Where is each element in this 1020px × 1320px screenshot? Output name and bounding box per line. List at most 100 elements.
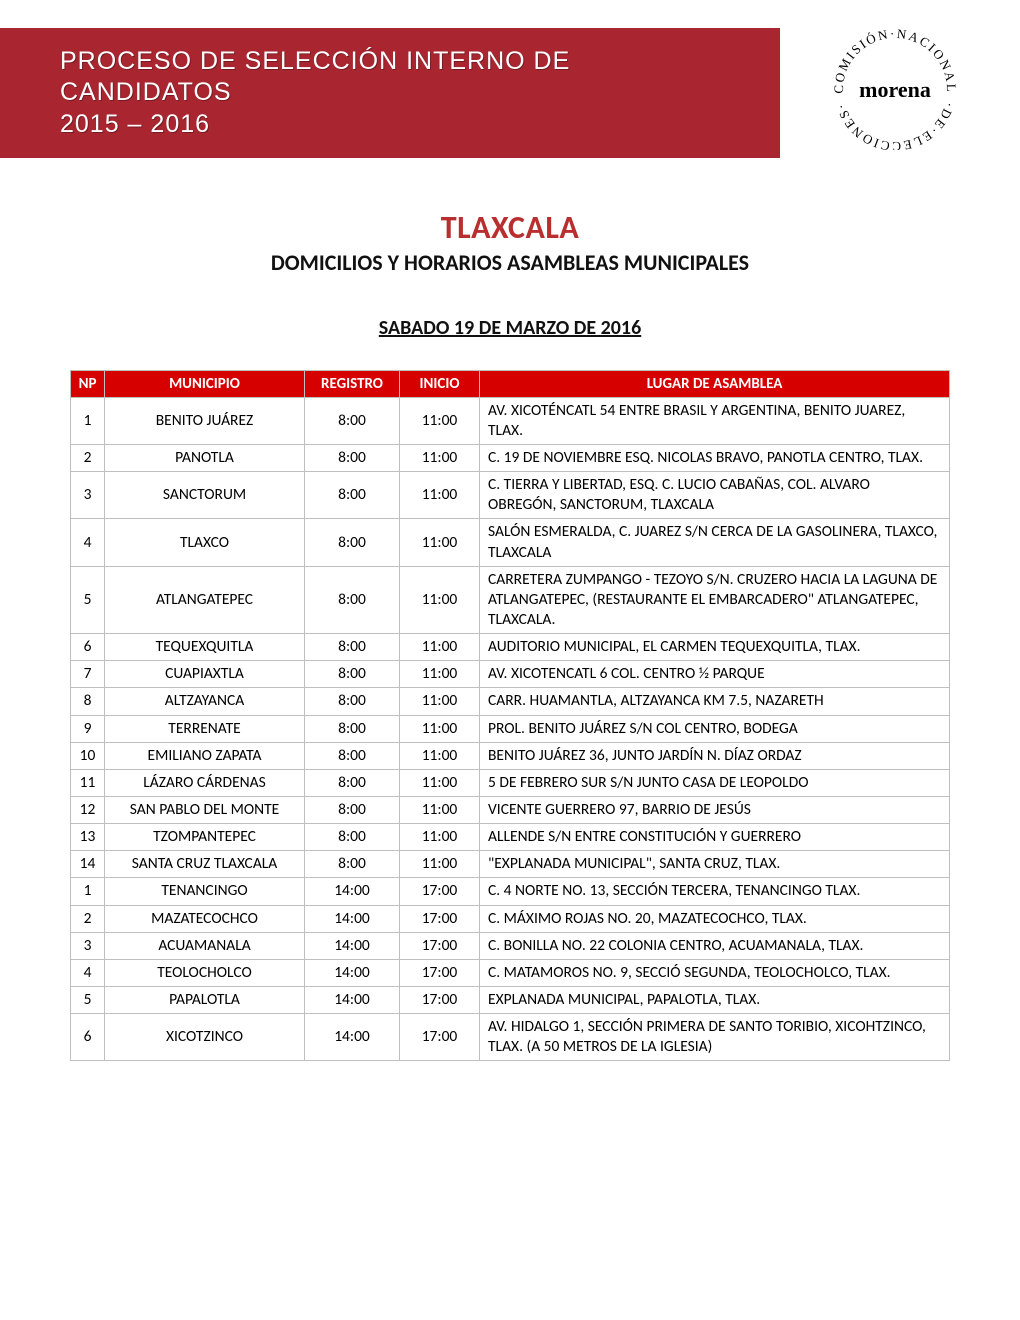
cell-inicio: 11:00	[400, 688, 480, 715]
header-bar: PROCESO DE SELECCIÓN INTERNO DE CANDIDAT…	[0, 28, 780, 158]
table-row: 2PANOTLA8:0011:00C. 19 DE NOVIEMBRE ESQ.…	[71, 445, 950, 472]
table-row: 6XICOTZINCO14:0017:00AV. HIDALGO 1, SECC…	[71, 1014, 950, 1061]
cell-registro: 8:00	[305, 397, 400, 444]
cell-inicio: 11:00	[400, 851, 480, 878]
cell-registro: 14:00	[305, 986, 400, 1013]
cell-registro: 8:00	[305, 566, 400, 633]
cell-lugar: CARRETERA ZUMPANGO - TEZOYO S/N. CRUZERO…	[480, 566, 950, 633]
table-row: 5PAPALOTLA14:0017:00EXPLANADA MUNICIPAL,…	[71, 986, 950, 1013]
cell-inicio: 17:00	[400, 905, 480, 932]
cell-np: 10	[71, 742, 105, 769]
table-row: 3ACUAMANALA14:0017:00C. BONILLA NO. 22 C…	[71, 932, 950, 959]
table-row: 13TZOMPANTEPEC8:0011:00ALLENDE S/N ENTRE…	[71, 824, 950, 851]
cell-inicio: 17:00	[400, 986, 480, 1013]
cell-lugar: C. 19 DE NOVIEMBRE ESQ. NICOLAS BRAVO, P…	[480, 445, 950, 472]
cell-np: 12	[71, 797, 105, 824]
col-lugar: LUGAR DE ASAMBLEA	[480, 370, 950, 397]
cell-registro: 8:00	[305, 634, 400, 661]
cell-lugar: C. BONILLA NO. 22 COLONIA CENTRO, ACUAMA…	[480, 932, 950, 959]
cell-inicio: 11:00	[400, 661, 480, 688]
cell-lugar: C. MÁXIMO ROJAS NO. 20, MAZATECOCHCO, TL…	[480, 905, 950, 932]
cell-np: 11	[71, 769, 105, 796]
cell-municipio: SANTA CRUZ TLAXCALA	[105, 851, 305, 878]
cell-municipio: EMILIANO ZAPATA	[105, 742, 305, 769]
cell-inicio: 11:00	[400, 715, 480, 742]
cell-inicio: 11:00	[400, 797, 480, 824]
cell-inicio: 17:00	[400, 959, 480, 986]
col-np: NP	[71, 370, 105, 397]
cell-np: 4	[71, 519, 105, 566]
cell-municipio: TERRENATE	[105, 715, 305, 742]
cell-lugar: 5 DE FEBRERO SUR S/N JUNTO CASA DE LEOPO…	[480, 769, 950, 796]
cell-registro: 14:00	[305, 878, 400, 905]
header-title-line2: 2015 – 2016	[60, 110, 210, 138]
cell-registro: 8:00	[305, 769, 400, 796]
table-row: 8ALTZAYANCA8:0011:00CARR. HUAMANTLA, ALT…	[71, 688, 950, 715]
cell-inicio: 11:00	[400, 519, 480, 566]
cell-registro: 8:00	[305, 688, 400, 715]
table-header-row: NP MUNICIPIO REGISTRO INICIO LUGAR DE AS…	[71, 370, 950, 397]
table-row: 5ATLANGATEPEC8:0011:00CARRETERA ZUMPANGO…	[71, 566, 950, 633]
cell-municipio: BENITO JUÁREZ	[105, 397, 305, 444]
header-title-line1: PROCESO DE SELECCIÓN INTERNO DE CANDIDAT…	[60, 47, 570, 106]
cell-np: 2	[71, 445, 105, 472]
page-subtitle: DOMICILIOS Y HORARIOS ASAMBLEAS MUNICIPA…	[70, 249, 950, 276]
cell-np: 5	[71, 986, 105, 1013]
table-row: 11LÁZARO CÁRDENAS8:0011:005 DE FEBRERO S…	[71, 769, 950, 796]
cell-lugar: C. TIERRA Y LIBERTAD, ESQ. C. LUCIO CABA…	[480, 472, 950, 519]
cell-np: 3	[71, 932, 105, 959]
cell-municipio: TEQUEXQUITLA	[105, 634, 305, 661]
cell-np: 8	[71, 688, 105, 715]
cell-municipio: TZOMPANTEPEC	[105, 824, 305, 851]
cell-lugar: AV. HIDALGO 1, SECCIÓN PRIMERA DE SANTO …	[480, 1014, 950, 1061]
cell-np: 6	[71, 1014, 105, 1061]
cell-municipio: TLAXCO	[105, 519, 305, 566]
table-row: 14SANTA CRUZ TLAXCALA8:0011:00"EXPLANADA…	[71, 851, 950, 878]
cell-inicio: 17:00	[400, 1014, 480, 1061]
cell-municipio: MAZATECOCHCO	[105, 905, 305, 932]
cell-lugar: C. MATAMOROS NO. 9, SECCIÓ SEGUNDA, TEOL…	[480, 959, 950, 986]
cell-registro: 8:00	[305, 715, 400, 742]
table-row: 7CUAPIAXTLA8:0011:00AV. XICOTENCATL 6 CO…	[71, 661, 950, 688]
morena-logo: COMISIÓN·NACIONAL ·DE·ELECCIONES· morena	[825, 20, 965, 150]
col-inicio: INICIO	[400, 370, 480, 397]
cell-lugar: AV. XICOTÉNCATL 54 ENTRE BRASIL Y ARGENT…	[480, 397, 950, 444]
cell-np: 13	[71, 824, 105, 851]
cell-lugar: AUDITORIO MUNICIPAL, EL CARMEN TEQUEXQUI…	[480, 634, 950, 661]
cell-registro: 8:00	[305, 519, 400, 566]
cell-registro: 14:00	[305, 932, 400, 959]
cell-municipio: TEOLOCHOLCO	[105, 959, 305, 986]
cell-municipio: TENANCINGO	[105, 878, 305, 905]
cell-inicio: 11:00	[400, 397, 480, 444]
cell-lugar: PROL. BENITO JUÁREZ S/N COL CENTRO, BODE…	[480, 715, 950, 742]
state-title: TLAXCALA	[70, 208, 950, 247]
cell-municipio: PAPALOTLA	[105, 986, 305, 1013]
cell-municipio: SAN PABLO DEL MONTE	[105, 797, 305, 824]
cell-inicio: 11:00	[400, 634, 480, 661]
cell-inicio: 11:00	[400, 445, 480, 472]
table-row: 9TERRENATE8:0011:00PROL. BENITO JUÁREZ S…	[71, 715, 950, 742]
page-content: TLAXCALA DOMICILIOS Y HORARIOS ASAMBLEAS…	[0, 158, 1020, 1102]
date-heading: SABADO 19 DE MARZO DE 2016	[70, 316, 950, 340]
cell-lugar: "EXPLANADA MUNICIPAL", SANTA CRUZ, TLAX.	[480, 851, 950, 878]
cell-registro: 8:00	[305, 851, 400, 878]
cell-municipio: PANOTLA	[105, 445, 305, 472]
cell-lugar: EXPLANADA MUNICIPAL, PAPALOTLA, TLAX.	[480, 986, 950, 1013]
col-municipio: MUNICIPIO	[105, 370, 305, 397]
cell-np: 6	[71, 634, 105, 661]
cell-np: 1	[71, 397, 105, 444]
cell-registro: 8:00	[305, 742, 400, 769]
table-row: 2MAZATECOCHCO14:0017:00C. MÁXIMO ROJAS N…	[71, 905, 950, 932]
cell-registro: 14:00	[305, 905, 400, 932]
cell-registro: 14:00	[305, 959, 400, 986]
cell-lugar: AV. XICOTENCATL 6 COL. CENTRO ½ PARQUE	[480, 661, 950, 688]
table-row: 12SAN PABLO DEL MONTE8:0011:00VICENTE GU…	[71, 797, 950, 824]
cell-municipio: ATLANGATEPEC	[105, 566, 305, 633]
cell-np: 9	[71, 715, 105, 742]
table-row: 10EMILIANO ZAPATA8:0011:00BENITO JUÁREZ …	[71, 742, 950, 769]
cell-registro: 8:00	[305, 472, 400, 519]
cell-np: 14	[71, 851, 105, 878]
assembly-table: NP MUNICIPIO REGISTRO INICIO LUGAR DE AS…	[70, 370, 950, 1062]
cell-municipio: ACUAMANALA	[105, 932, 305, 959]
cell-inicio: 11:00	[400, 742, 480, 769]
